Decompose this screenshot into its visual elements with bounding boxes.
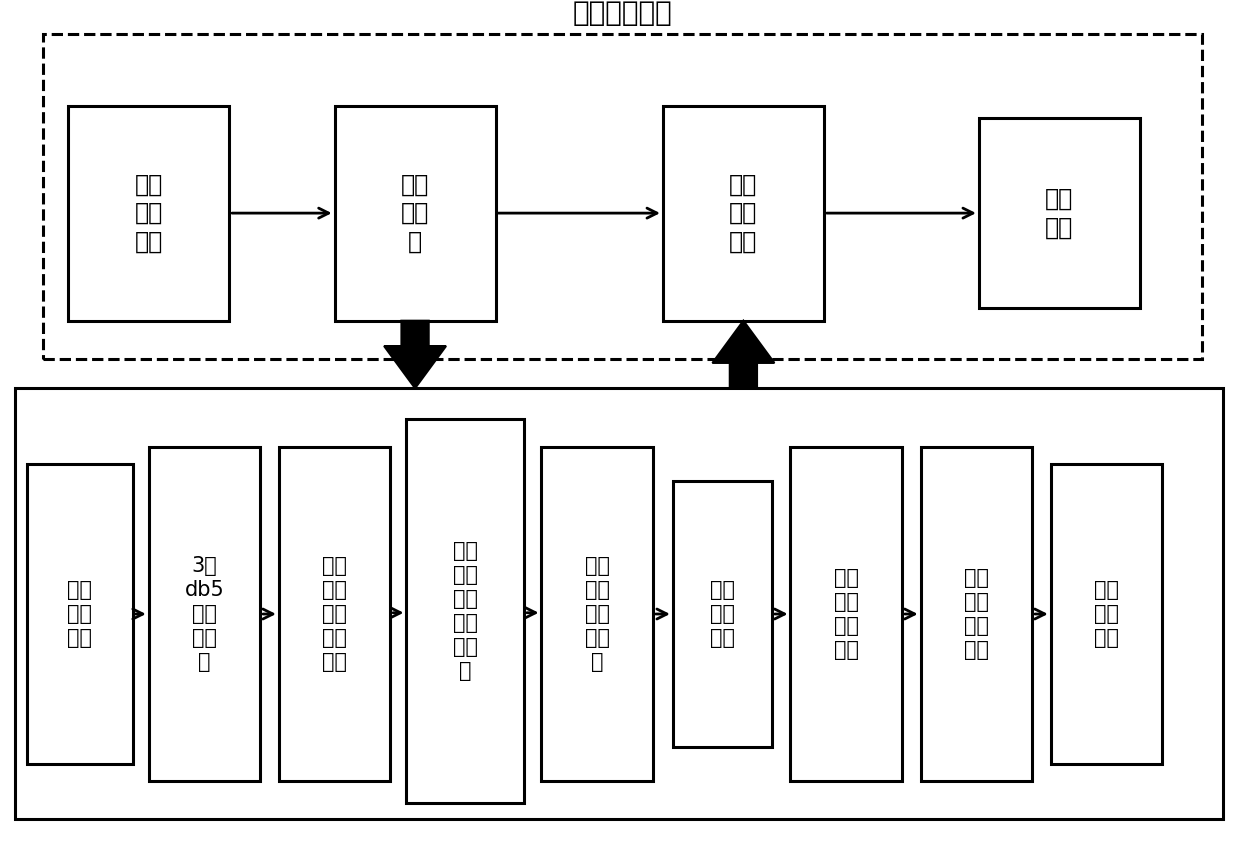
Text: 增加
长度
控制
修正: 增加 长度 控制 修正: [964, 568, 989, 660]
FancyBboxPatch shape: [149, 447, 260, 781]
Text: 3层
db5
小波
包分
解: 3层 db5 小波 包分 解: [185, 556, 224, 672]
Text: 自适
应双
门限
检测: 自适 应双 门限 检测: [834, 568, 859, 660]
FancyBboxPatch shape: [979, 118, 1140, 308]
Text: 检测
分割
结果: 检测 分割 结果: [1094, 580, 1119, 648]
Polygon shape: [384, 321, 446, 388]
Text: 数据
预处
理: 数据 预处 理: [401, 172, 429, 254]
FancyBboxPatch shape: [1051, 464, 1162, 764]
Polygon shape: [712, 321, 774, 388]
FancyBboxPatch shape: [673, 481, 772, 747]
Text: 每段
分解
信号
香农
能量: 每段 分解 信号 香农 能量: [322, 556, 347, 672]
FancyBboxPatch shape: [335, 106, 496, 321]
FancyBboxPatch shape: [921, 447, 1032, 781]
Text: 状态监测系统: 状态监测系统: [572, 0, 673, 27]
FancyBboxPatch shape: [27, 464, 133, 764]
FancyBboxPatch shape: [541, 447, 653, 781]
FancyBboxPatch shape: [68, 106, 229, 321]
Text: 信号
处理
系统: 信号 处理 系统: [730, 172, 757, 254]
Text: 数据
采集
系统: 数据 采集 系统: [135, 172, 162, 254]
FancyBboxPatch shape: [406, 419, 524, 803]
Text: 滑动
平均
平滑: 滑动 平均 平滑: [710, 580, 735, 648]
FancyBboxPatch shape: [279, 447, 390, 781]
FancyBboxPatch shape: [790, 447, 902, 781]
Text: 重构
成钻
削信
号包
络: 重构 成钻 削信 号包 络: [585, 556, 610, 672]
Text: 香农
能量
最大
层包
络提
取: 香农 能量 最大 层包 络提 取: [452, 542, 478, 681]
Text: 钻削
监测
信号: 钻削 监测 信号: [67, 580, 93, 648]
FancyBboxPatch shape: [663, 106, 824, 321]
Text: 状态
诊断: 状态 诊断: [1046, 187, 1073, 240]
